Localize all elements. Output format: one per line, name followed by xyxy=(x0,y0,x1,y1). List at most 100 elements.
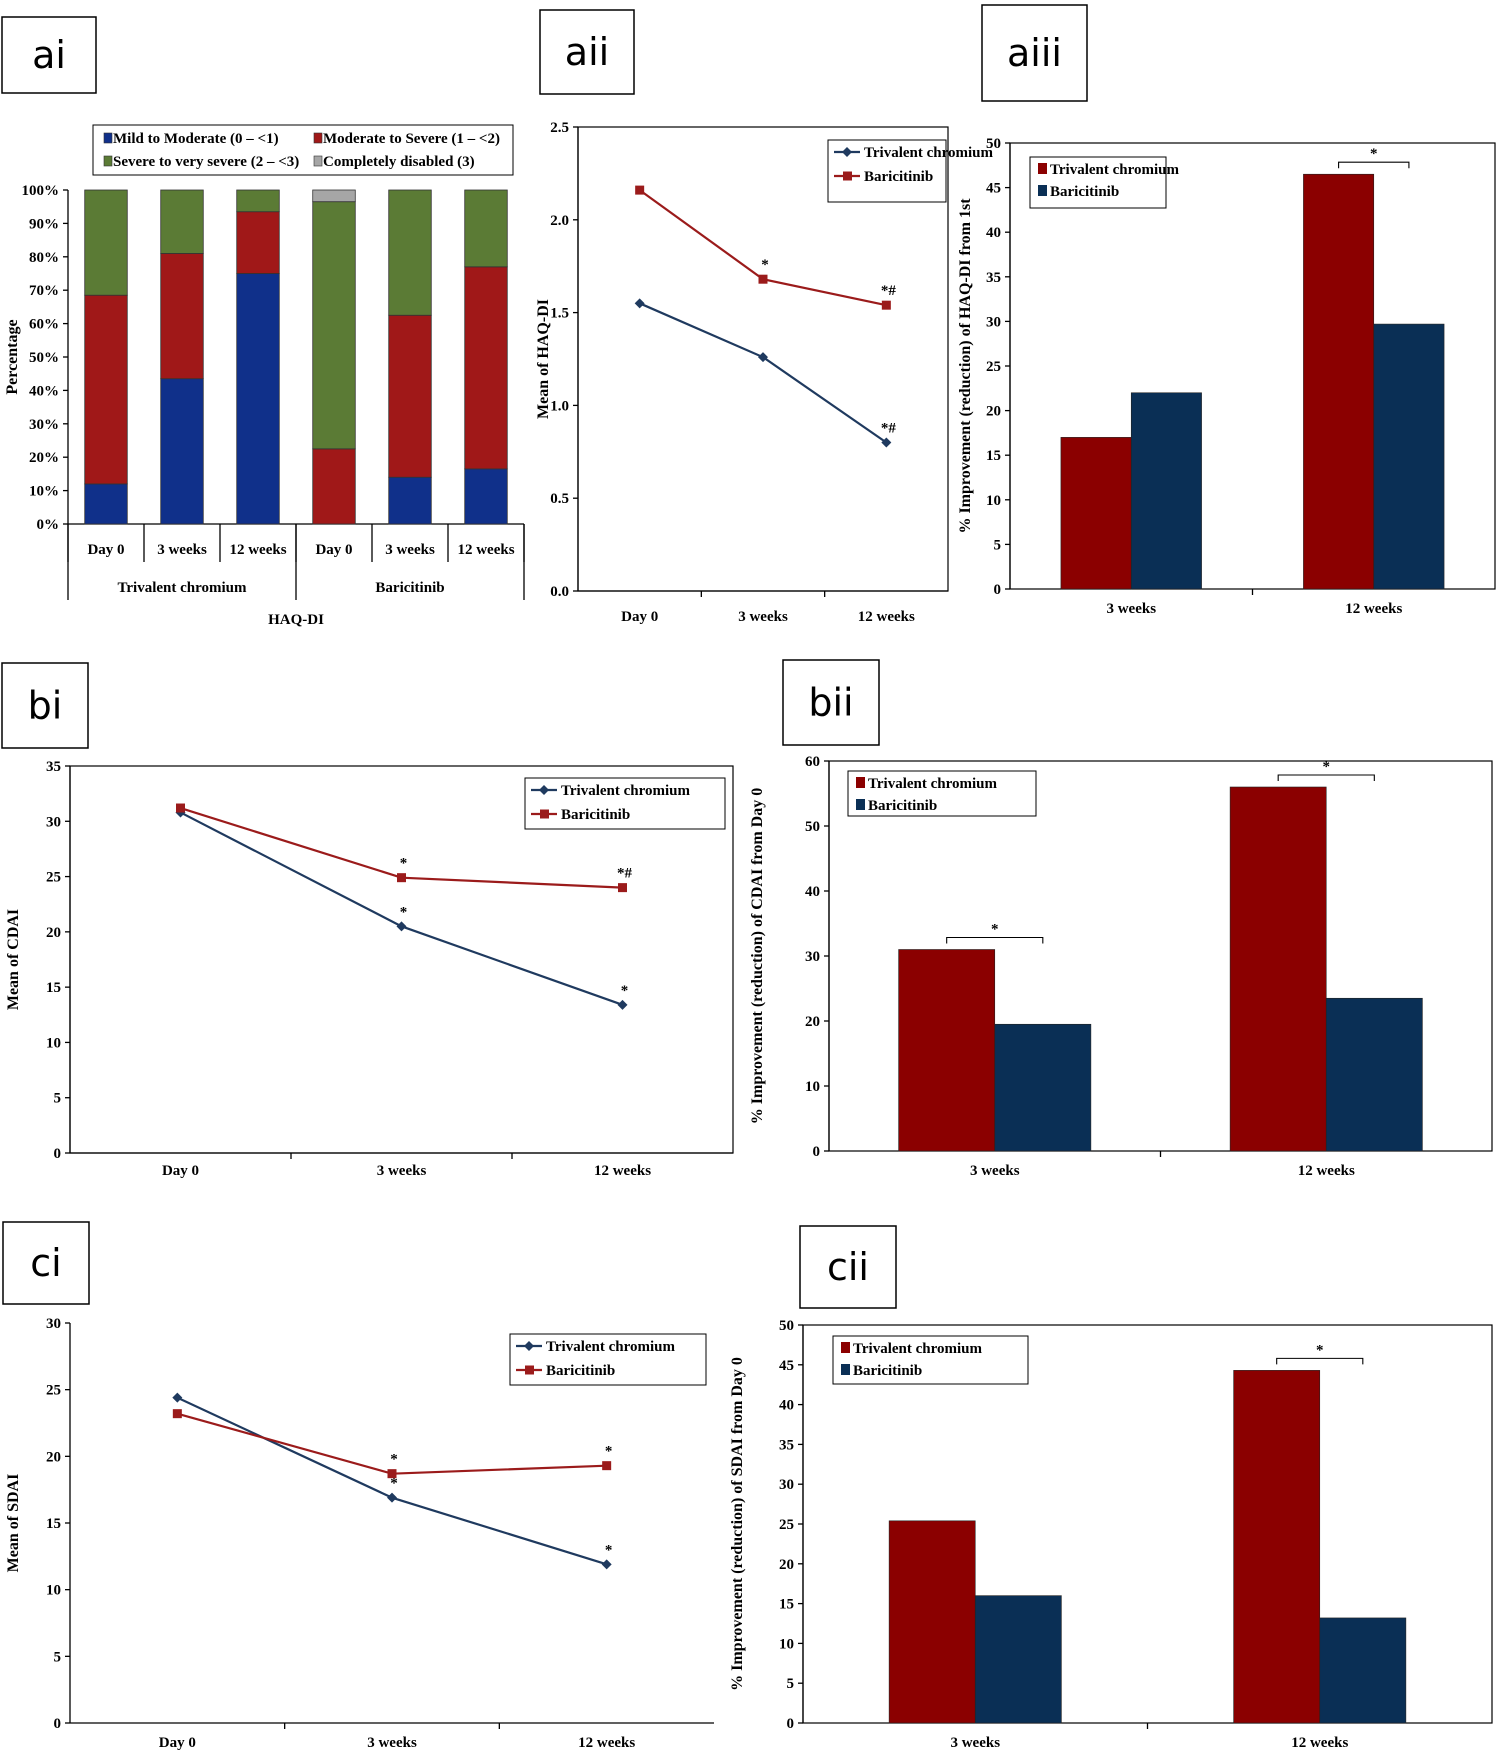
significance-mark: * xyxy=(761,257,769,273)
legend-swatch xyxy=(1038,185,1047,196)
legend-swatch xyxy=(856,799,865,810)
y-axis-title: Percentage xyxy=(4,319,21,394)
legend-label: Trivalent chromium xyxy=(561,783,691,799)
significance-mark: * xyxy=(390,1452,398,1468)
significance-bracket xyxy=(1277,774,1375,781)
y-tick-label: 25 xyxy=(46,870,61,886)
data-point xyxy=(172,1409,182,1419)
y-tick-label: 25 xyxy=(986,359,1001,375)
significance-mark: * xyxy=(390,1476,398,1492)
legend-marker xyxy=(525,1365,534,1375)
data-point xyxy=(396,921,407,932)
bar-segment xyxy=(464,189,508,268)
significance-mark: * xyxy=(1370,146,1378,162)
x-tick-label: 3 weeks xyxy=(950,1735,1000,1751)
panel-label-box xyxy=(1,16,97,94)
y-tick-label: 20 xyxy=(986,404,1001,420)
chart-bii: 0 10 20 30 40 50 60 % Improvement (reduction) o… xyxy=(749,754,1493,1179)
legend-label: Baricitinib xyxy=(868,798,937,814)
bar xyxy=(1130,392,1202,590)
data-point xyxy=(758,352,768,363)
bar xyxy=(994,1023,1092,1152)
x-tick-label: 12 weeks xyxy=(578,1735,635,1751)
y-tick-label: 25 xyxy=(779,1517,794,1533)
legend-marker xyxy=(843,171,852,181)
bar-segment xyxy=(236,211,280,274)
significance-mark: * xyxy=(605,1444,613,1460)
legend-label: Baricitinib xyxy=(853,1363,922,1379)
legend-label: Trivalent chromium xyxy=(546,1339,676,1355)
y-tick-label: 80% xyxy=(29,250,59,266)
chart-aii: 0.0 0.5 1.0 1.5 2.0 2.5 Mean of HAQ-DI Day 0 3 w… xyxy=(535,120,994,625)
data-point xyxy=(635,185,645,195)
y-tick-label: 10 xyxy=(46,1035,61,1051)
panel-label-text: cii xyxy=(827,1245,869,1289)
y-tick-label: 40 xyxy=(986,225,1001,241)
data-point xyxy=(758,274,768,284)
y-tick-label: 0% xyxy=(37,517,60,533)
legend-box xyxy=(832,1335,1029,1385)
x-tick-label: Day 0 xyxy=(162,1163,199,1179)
y-tick-label: 20 xyxy=(805,1014,820,1030)
significance-mark: * xyxy=(991,922,999,938)
y-tick-label: 20 xyxy=(779,1557,794,1573)
bar-segment xyxy=(464,266,508,470)
y-tick-label: 10 xyxy=(779,1636,794,1652)
significance-bracket xyxy=(946,936,1044,944)
bar xyxy=(898,949,996,1152)
legend: Trivalent chromium Baricitinib xyxy=(509,1333,707,1386)
panel-label-ai: ai xyxy=(1,16,97,94)
bar xyxy=(1229,786,1327,1152)
x-tick-label: 12 weeks xyxy=(229,542,286,558)
bar-segment xyxy=(464,468,508,525)
y-tick-label: 50 xyxy=(986,136,1001,152)
legend-label: Trivalent chromium xyxy=(1050,162,1180,178)
chart-aiii: 0 5 10 15 20 25 30 35 40 45 50 % Improvement (reduc… xyxy=(957,136,1496,617)
legend-label: Baricitinib xyxy=(546,1363,615,1379)
panel-label-bi: bi xyxy=(1,662,89,749)
bar-segment xyxy=(312,201,356,450)
x-tick-label: 3 weeks xyxy=(367,1735,417,1751)
group-label: Trivalent chromium xyxy=(117,580,247,596)
significance-mark: *# xyxy=(881,421,897,437)
y-tick-label: 0 xyxy=(54,1146,62,1162)
y-tick-label: 10 xyxy=(986,493,1001,509)
y-tick-label: 15 xyxy=(779,1597,794,1613)
bar-segment xyxy=(236,273,280,525)
y-tick-label: 50% xyxy=(29,350,59,366)
x-tick-label: Day 0 xyxy=(87,542,124,558)
data-point xyxy=(602,1461,612,1471)
x-tick-label: Day 0 xyxy=(621,609,658,625)
panel-label-box xyxy=(782,659,880,746)
y-tick-label: 1.0 xyxy=(550,398,569,414)
y-tick-label: 40% xyxy=(29,383,59,399)
legend: Mild to Moderate (0 – <1) Moderate to Sev… xyxy=(92,124,514,176)
y-tick-label: 0 xyxy=(787,1716,795,1732)
y-tick-label: 15 xyxy=(46,980,61,996)
panel-label-text: bi xyxy=(28,684,63,728)
y-tick-label: 0 xyxy=(813,1144,821,1160)
y-tick-label: 5 xyxy=(994,537,1002,553)
legend-label: Moderate to Severe (1 – <2) xyxy=(323,131,500,147)
legend-swatch xyxy=(856,777,865,788)
legend: Trivalent chromium Baricitinib xyxy=(827,139,994,203)
data-point xyxy=(618,883,627,893)
y-axis-title: % Improvement (reduction) of SDAI from D… xyxy=(729,1357,746,1691)
x-tick-label: 3 weeks xyxy=(738,609,788,625)
data-point xyxy=(397,873,406,883)
bar xyxy=(1060,437,1132,590)
legend-marker xyxy=(540,809,549,819)
significance-mark: * xyxy=(605,1542,613,1558)
y-tick-label: 90% xyxy=(29,216,59,232)
data-point xyxy=(387,1492,397,1503)
legend: Trivalent chromium Baricitinib xyxy=(1029,156,1180,209)
bar-segment xyxy=(84,189,128,296)
panel-label-box xyxy=(799,1225,897,1309)
x-tick-label: 3 weeks xyxy=(385,542,435,558)
legend-swatch xyxy=(313,155,323,167)
legend-box xyxy=(847,770,1037,817)
bar-segment xyxy=(84,294,128,485)
y-tick-label: 20% xyxy=(29,450,59,466)
significance-mark: * xyxy=(621,983,629,999)
legend-marker xyxy=(539,785,549,795)
